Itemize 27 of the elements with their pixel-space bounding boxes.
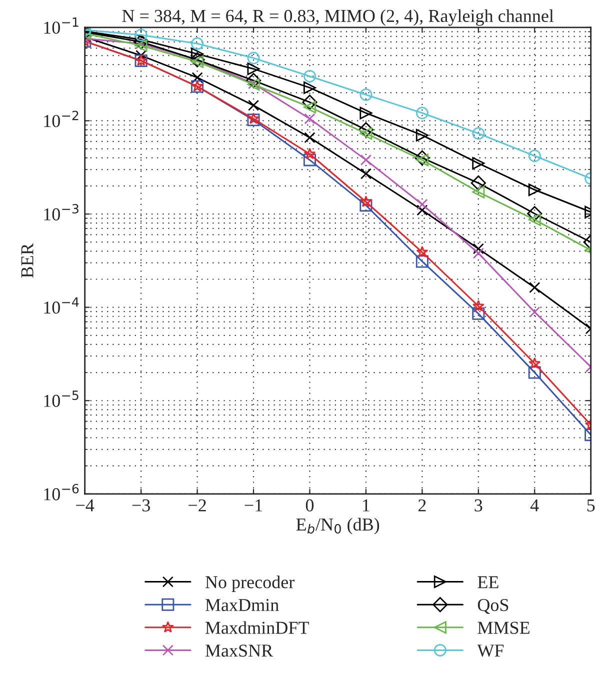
legend-label: QoS: [478, 598, 508, 614]
x-tick-label: −3: [132, 499, 150, 512]
y-tick-label: 10$^{−6}$: [44, 484, 79, 500]
x-tick-label: −4: [76, 499, 94, 512]
legend-label: WF: [477, 644, 504, 657]
y-tick-label: 10$^{−4}$: [44, 297, 79, 314]
x-tick-label: 5: [587, 499, 595, 512]
legend-label: MaxSNR: [205, 644, 274, 657]
y-tick-label: 10$^{−1}$: [44, 17, 78, 34]
x-tick-label: 2: [418, 499, 426, 512]
y-tick-label: 10$^{−3}$: [44, 204, 78, 220]
x-tick-label: 0: [306, 499, 314, 512]
legend-label: MaxdminDFT: [205, 621, 309, 634]
x-tick-label: 3: [474, 499, 482, 512]
x-tick-label: 4: [530, 499, 539, 512]
x-tick-label: −2: [188, 499, 206, 512]
legend-label: No precoder: [205, 576, 294, 592]
y-axis-title: BER: [21, 243, 34, 278]
x-axis-title: E$_{b}$/N$_{0}$ (dB): [296, 518, 380, 534]
y-tick-label: 10$^{−5}$: [44, 390, 78, 407]
legend-label: EE: [478, 576, 498, 588]
chart-title: N = 384, M = 64, R = 0.83, MIMO (2, 4), Rayleigh channel: [122, 9, 554, 26]
x-tick-label: 1: [363, 499, 370, 512]
legend-label: MMSE: [478, 622, 530, 634]
y-tick-label: 10$^{−2}$: [44, 110, 78, 128]
legend-label: MaxDmin: [205, 598, 279, 612]
x-tick-label: −1: [244, 499, 262, 512]
